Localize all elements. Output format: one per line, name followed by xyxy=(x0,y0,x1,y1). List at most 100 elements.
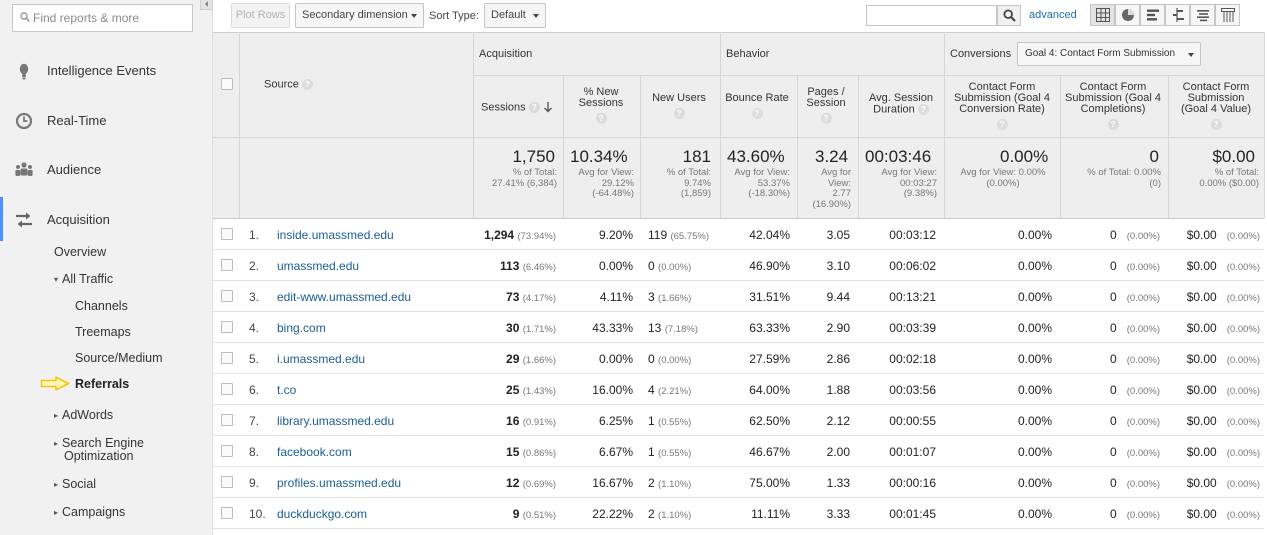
nav-intelligence-events[interactable]: Intelligence Events xyxy=(0,56,213,86)
cell-pct-new-sessions: 0.00% xyxy=(598,352,633,366)
row-index: 10. xyxy=(249,507,266,521)
cell-bounce-rate: 11.11% xyxy=(751,507,790,521)
row-checkbox[interactable] xyxy=(221,476,233,488)
help-icon[interactable]: ? xyxy=(1210,119,1222,130)
goal-value-value: $0.00 xyxy=(1186,228,1217,242)
cell-bounce-rate: 75.00% xyxy=(749,476,790,490)
view-term-cloud-button[interactable] xyxy=(1190,4,1215,26)
report-search-input[interactable] xyxy=(33,5,191,31)
nav-referrals[interactable]: Referrals xyxy=(75,377,130,391)
column-header-goal-completions[interactable]: Contact Form Submission (Goal 4 Completi… xyxy=(1065,82,1161,130)
source-link[interactable]: profiles.umassmed.edu xyxy=(277,476,402,490)
nav-overview[interactable]: Overview xyxy=(54,245,107,259)
nav-adwords[interactable]: ▸ AdWords xyxy=(54,409,113,422)
source-link[interactable]: duckduckgo.com xyxy=(277,507,368,521)
column-header-new-users[interactable]: New Users ? xyxy=(643,93,715,119)
view-pivot-button[interactable] xyxy=(1215,4,1240,26)
column-header-goal-conversion-rate[interactable]: Contact Form Submission (Goal 4 Conversi… xyxy=(949,82,1055,130)
column-header-pct-new-sessions[interactable]: % New Sessions ? xyxy=(566,87,636,124)
sidebar-collapse-button[interactable] xyxy=(200,0,213,10)
nav-all-traffic[interactable]: ▾ All Traffic xyxy=(54,273,113,286)
goal-selector-dropdown[interactable]: Goal 4: Contact Form Submission xyxy=(1017,42,1201,66)
nav-acquisition[interactable]: Acquisition xyxy=(0,197,213,241)
nav-audience[interactable]: Audience xyxy=(0,155,213,185)
cell-pages-session: 9.44 xyxy=(826,290,850,304)
nav-source-medium[interactable]: Source/Medium xyxy=(75,351,163,365)
cell-new-users: 1 (0.55%) xyxy=(648,414,691,428)
total-sessions-sub: % of Total: 27.41% (6,384) xyxy=(492,167,557,189)
term-cloud-icon xyxy=(1197,10,1209,22)
plot-rows-button[interactable]: Plot Rows xyxy=(231,3,290,28)
source-link[interactable]: edit-www.umassmed.edu xyxy=(277,290,412,304)
column-header-avg-session-duration[interactable]: Avg. Session Duration ? xyxy=(861,92,941,115)
help-icon[interactable]: ? xyxy=(673,108,685,119)
source-link[interactable]: t.co xyxy=(277,383,297,397)
report-search-box[interactable] xyxy=(12,4,193,32)
column-header-goal-value[interactable]: Contact Form Submission (Goal 4 Value) ? xyxy=(1174,82,1258,130)
goal-value-value: $0.00 xyxy=(1186,352,1217,366)
column-header-sessions[interactable]: Sessions ? xyxy=(481,102,553,113)
cell-goal-conversion-rate: 0.00% xyxy=(1017,445,1052,459)
source-link[interactable]: i.umassmed.edu xyxy=(277,352,366,366)
column-divider xyxy=(858,75,859,218)
row-checkbox[interactable] xyxy=(221,290,233,302)
secondary-dimension-dropdown[interactable]: Secondary dimension xyxy=(295,3,424,28)
help-icon[interactable]: ? xyxy=(1107,119,1119,130)
nav-treemaps[interactable]: Treemaps xyxy=(75,325,131,339)
nav-real-time[interactable]: Real-Time xyxy=(0,106,213,136)
view-performance-button[interactable] xyxy=(1140,4,1165,26)
row-checkbox[interactable] xyxy=(221,228,233,240)
nav-campaigns[interactable]: ▸ Campaigns xyxy=(54,506,125,519)
view-data-table-button[interactable] xyxy=(1090,4,1115,26)
nav-seo[interactable]: ▸ Search Engine Optimization xyxy=(54,437,144,463)
row-checkbox[interactable] xyxy=(221,259,233,271)
row-checkbox[interactable] xyxy=(221,321,233,333)
nav-adwords-label: AdWords xyxy=(62,408,114,422)
view-pie-chart-button[interactable] xyxy=(1115,4,1140,26)
column-header-source[interactable]: Source ? xyxy=(264,79,313,90)
nav-channels[interactable]: Channels xyxy=(75,299,128,313)
source-link[interactable]: umassmed.edu xyxy=(277,259,360,273)
new-users-percent: (0.55%) xyxy=(658,448,692,459)
help-icon[interactable]: ? xyxy=(751,108,763,119)
column-divider xyxy=(797,75,798,218)
sort-type-dropdown[interactable]: Default xyxy=(484,3,546,28)
goal-completions-value: 0 xyxy=(1110,507,1117,521)
help-icon[interactable]: ? xyxy=(528,102,540,113)
column-header-pages-session[interactable]: Pages / Session ? xyxy=(800,87,852,124)
table-filter-search-button[interactable] xyxy=(997,5,1021,26)
select-all-checkbox[interactable] xyxy=(221,78,233,90)
nav-social[interactable]: ▸ Social xyxy=(54,478,96,491)
view-comparison-button[interactable] xyxy=(1165,4,1190,26)
row-checkbox[interactable] xyxy=(221,445,233,457)
row-checkbox[interactable] xyxy=(221,352,233,364)
source-link[interactable]: facebook.com xyxy=(277,445,352,459)
help-icon[interactable]: ? xyxy=(820,113,832,124)
cell-goal-completions: 0 (0.00%) xyxy=(1110,321,1160,335)
help-icon[interactable]: ? xyxy=(996,119,1008,130)
collapsed-triangle-icon: ▸ xyxy=(54,439,59,448)
cell-sessions: 1,294 (73.94%) xyxy=(484,228,556,242)
row-checkbox[interactable] xyxy=(221,414,233,426)
nav-intelligence-events-label: Intelligence Events xyxy=(47,63,157,78)
cell-bounce-rate: 42.04% xyxy=(749,228,790,242)
cell-bounce-rate: 31.51% xyxy=(749,290,790,304)
total-sessions: 1,750 xyxy=(512,147,555,166)
sessions-percent: (6.46%) xyxy=(522,262,556,273)
row-checkbox[interactable] xyxy=(221,383,233,395)
table-filter-input[interactable] xyxy=(866,5,997,26)
cell-new-users: 13 (7.18%) xyxy=(648,321,698,335)
sort-descending-icon[interactable] xyxy=(543,102,553,113)
cell-goal-completions: 0 (0.00%) xyxy=(1110,507,1160,521)
column-header-bounce-rate[interactable]: Bounce Rate ? xyxy=(722,93,792,119)
help-icon[interactable]: ? xyxy=(595,113,607,124)
help-icon[interactable]: ? xyxy=(917,104,929,115)
source-link[interactable]: inside.umassmed.edu xyxy=(277,228,394,242)
advanced-filter-link[interactable]: advanced xyxy=(1029,9,1077,21)
source-link[interactable]: bing.com xyxy=(277,321,326,335)
help-icon[interactable]: ? xyxy=(301,79,313,90)
cell-new-users: 4 (2.21%) xyxy=(648,383,691,397)
new-users-percent: (2.21%) xyxy=(658,386,692,397)
row-checkbox[interactable] xyxy=(221,507,233,519)
source-link[interactable]: library.umassmed.edu xyxy=(277,414,395,428)
